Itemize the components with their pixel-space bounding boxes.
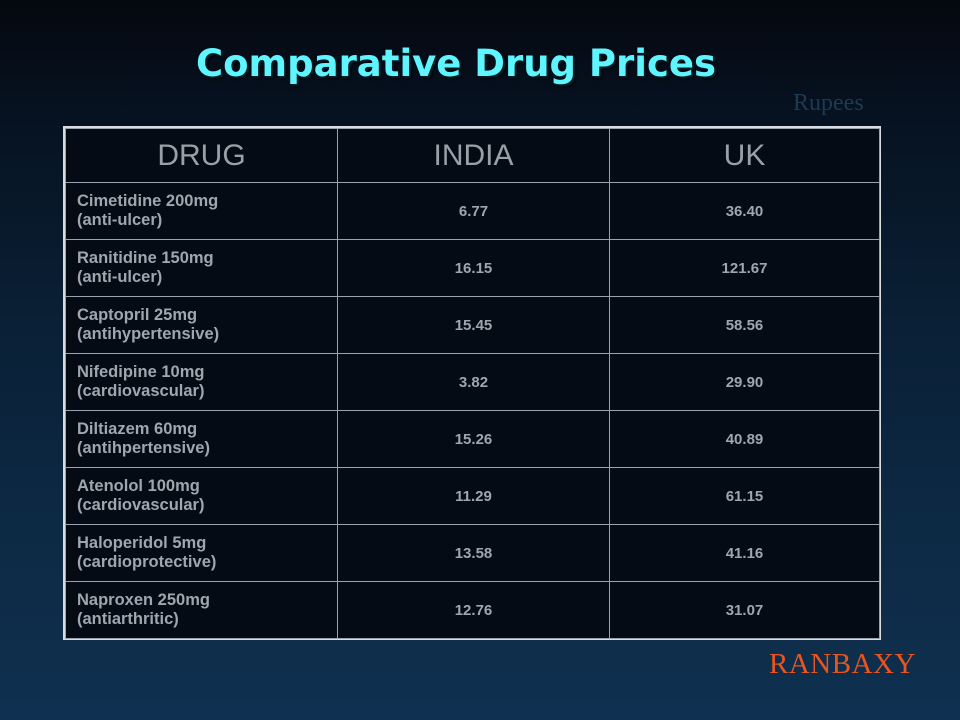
drug-category: (anti-ulcer) xyxy=(77,211,163,229)
india-price: 16.15 xyxy=(337,239,610,297)
drug-cell: Diltiazem 60mg (antihpertensive) xyxy=(65,410,338,468)
drug-cell: Nifedipine 10mg (cardiovascular) xyxy=(65,353,338,411)
drug-category: (antihypertensive) xyxy=(77,325,220,343)
table-row: Cimetidine 200mg (anti-ulcer) 6.77 36.40 xyxy=(65,182,880,240)
uk-price: 40.89 xyxy=(609,410,880,468)
table-row: Nifedipine 10mg (cardiovascular) 3.82 29.… xyxy=(65,353,880,411)
uk-price: 121.67 xyxy=(609,239,880,297)
india-price: 12.76 xyxy=(337,581,610,639)
india-price: 3.82 xyxy=(337,353,610,411)
uk-price: 61.15 xyxy=(609,467,880,525)
drug-category: (antiarthritic) xyxy=(77,610,179,628)
india-price: 15.26 xyxy=(337,410,610,468)
drug-cell: Haloperidol 5mg (cardioprotective) xyxy=(65,524,338,582)
drug-cell: Ranitidine 150mg (anti-ulcer) xyxy=(65,239,338,297)
table-row: Captopril 25mg (antihypertensive) 15.45 5… xyxy=(65,296,880,354)
india-price: 6.77 xyxy=(337,182,610,240)
uk-price: 31.07 xyxy=(609,581,880,639)
header-drug: DRUG xyxy=(65,128,338,183)
drug-name: Nifedipine 10mg xyxy=(77,363,205,381)
slide-title: Comparative Drug Prices xyxy=(195,42,717,85)
drug-cell: Atenolol 100mg (cardiovascular) xyxy=(65,467,338,525)
drug-name: Haloperidol 5mg xyxy=(77,534,207,552)
uk-price: 58.56 xyxy=(609,296,880,354)
ranbaxy-logo: RANBAXY xyxy=(769,648,916,680)
drug-price-table: DRUG INDIA UK Cimetidine 200mg (anti-ulce… xyxy=(63,126,881,640)
india-price: 11.29 xyxy=(337,467,610,525)
drug-name: Naproxen 250mg xyxy=(77,591,210,609)
header-uk: UK xyxy=(609,128,880,183)
currency-unit-label: Rupees xyxy=(793,90,864,116)
india-price: 13.58 xyxy=(337,524,610,582)
table-row: Atenolol 100mg (cardiovascular) 11.29 61.… xyxy=(65,467,880,525)
drug-category: (cardiovascular) xyxy=(77,496,205,514)
drug-cell: Captopril 25mg (antihypertensive) xyxy=(65,296,338,354)
drug-name: Captopril 25mg xyxy=(77,306,198,324)
drug-category: (antihpertensive) xyxy=(77,439,210,457)
drug-cell: Naproxen 250mg (antiarthritic) xyxy=(65,581,338,639)
drug-category: (cardiovascular) xyxy=(77,382,205,400)
table-row: Ranitidine 150mg (anti-ulcer) 16.15 121.6… xyxy=(65,239,880,297)
drug-name: Diltiazem 60mg xyxy=(77,420,198,438)
uk-price: 29.90 xyxy=(609,353,880,411)
drug-name: Ranitidine 150mg xyxy=(77,249,214,267)
drug-category: (cardioprotective) xyxy=(77,553,217,571)
table-header-row: DRUG INDIA UK xyxy=(65,128,880,183)
table-row: Diltiazem 60mg (antihpertensive) 15.26 40… xyxy=(65,410,880,468)
table-row: Haloperidol 5mg (cardioprotective) 13.58 … xyxy=(65,524,880,582)
drug-category: (anti-ulcer) xyxy=(77,268,163,286)
drug-cell: Cimetidine 200mg (anti-ulcer) xyxy=(65,182,338,240)
drug-name: Cimetidine 200mg xyxy=(77,192,219,210)
drug-name: Atenolol 100mg xyxy=(77,477,200,495)
india-price: 15.45 xyxy=(337,296,610,354)
table-row: Naproxen 250mg (antiarthritic) 12.76 31.0… xyxy=(65,581,880,639)
uk-price: 41.16 xyxy=(609,524,880,582)
header-india: INDIA xyxy=(337,128,610,183)
uk-price: 36.40 xyxy=(609,182,880,240)
